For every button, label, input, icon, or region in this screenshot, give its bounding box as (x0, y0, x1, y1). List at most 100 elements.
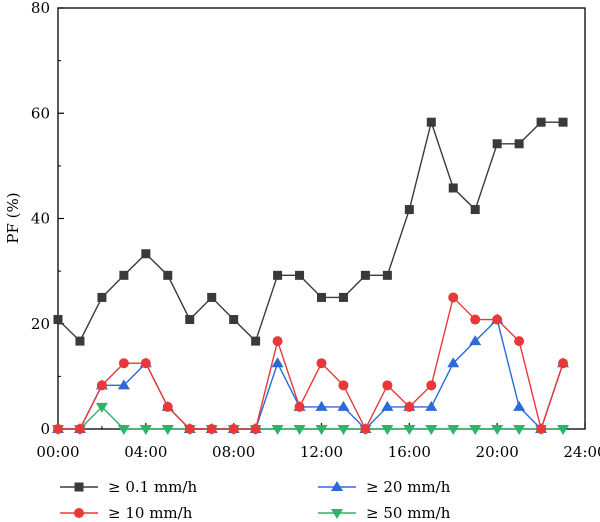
data-point (492, 139, 502, 149)
data-point (74, 424, 85, 434)
data-point (95, 402, 108, 413)
data-point (295, 270, 305, 280)
series (52, 402, 570, 435)
data-point (293, 425, 306, 435)
series-line (58, 405, 564, 430)
data-point (360, 270, 370, 280)
data-point (557, 425, 570, 435)
legend-label: ≥ 10 mm/h (108, 504, 193, 522)
data-point (206, 424, 217, 434)
data-point (139, 425, 152, 435)
data-point (185, 315, 195, 325)
series-line (57, 119, 564, 343)
data-point (117, 425, 130, 435)
legend-label: ≥ 50 mm/h (366, 504, 451, 522)
data-point (53, 315, 63, 325)
y-tick-label: 60 (31, 104, 50, 122)
data-point (425, 425, 438, 435)
data-point (162, 401, 173, 412)
x-tick-label: 16:00 (388, 443, 431, 461)
legend-entry: ≥ 20 mm/h (318, 478, 451, 496)
data-point (117, 379, 130, 390)
y-tick-label: 80 (31, 0, 50, 17)
data-point (337, 425, 350, 435)
data-point (513, 425, 526, 435)
legend: ≥ 0.1 mm/h ≥ 10 mm/h ≥ 20 mm/h ≥ 50 mm/h (60, 478, 451, 522)
data-point (426, 380, 437, 391)
data-point (425, 400, 438, 411)
data-point (119, 270, 129, 280)
data-point (470, 314, 481, 325)
data-point (448, 183, 458, 193)
data-point (469, 335, 482, 346)
legend-entry: ≥ 50 mm/h (318, 504, 451, 522)
data-point (251, 336, 261, 346)
data-point (558, 358, 569, 369)
data-point (470, 205, 480, 215)
data-point (294, 401, 305, 412)
data-point (360, 424, 371, 434)
data-point (75, 336, 85, 346)
data-point (492, 314, 503, 325)
y-tick-label: 40 (31, 210, 50, 228)
data-point (337, 400, 350, 411)
data-point (184, 424, 195, 434)
data-point (558, 117, 568, 127)
data-point (316, 358, 327, 369)
y-axis-title: PF (%) (4, 192, 22, 243)
data-point (271, 357, 284, 368)
data-point (140, 358, 151, 369)
y-tick-label: 0 (40, 420, 50, 438)
series (52, 313, 570, 433)
data-point (271, 425, 284, 435)
data-point (491, 425, 504, 435)
data-point (514, 336, 525, 347)
data-point (317, 292, 326, 302)
data-point (273, 270, 283, 280)
data-point (382, 380, 393, 391)
legend-label: ≥ 0.1 mm/h (108, 478, 197, 496)
data-point (272, 336, 283, 347)
data-point (338, 292, 348, 302)
data-point (97, 292, 107, 302)
data-point (536, 424, 547, 434)
data-point (118, 358, 129, 369)
data-point (338, 380, 349, 391)
x-tick-label: 00:00 (36, 443, 79, 461)
data-point (469, 425, 482, 435)
data-point (96, 380, 107, 391)
x-tick-label: 24:00 (563, 443, 600, 461)
series-layer (52, 117, 570, 435)
data-point (382, 270, 392, 280)
data-point (448, 292, 459, 303)
legend-entry: ≥ 0.1 mm/h (60, 478, 197, 496)
x-tick-label: 20:00 (476, 443, 519, 461)
data-point (315, 400, 328, 411)
data-point (403, 425, 416, 435)
data-point (514, 139, 524, 149)
data-point (250, 424, 261, 434)
data-point (426, 117, 436, 127)
legend-marker (331, 509, 343, 519)
x-tick-label: 04:00 (124, 443, 167, 461)
data-point (229, 315, 239, 325)
data-point (228, 424, 239, 434)
data-point (163, 270, 173, 280)
series-line (58, 318, 564, 431)
data-point (513, 400, 526, 411)
data-point (447, 357, 460, 368)
data-point (381, 425, 394, 435)
data-point (447, 425, 460, 435)
series (53, 117, 568, 346)
series-line (58, 296, 564, 432)
data-point (404, 401, 415, 412)
data-point (536, 117, 546, 127)
legend-marker (331, 481, 343, 491)
x-tick-label: 12:00 (300, 443, 343, 461)
legend-marker (74, 482, 84, 492)
legend-entry: ≥ 10 mm/h (60, 504, 193, 522)
series (53, 292, 569, 434)
legend-marker (74, 508, 84, 518)
data-point (161, 425, 174, 435)
y-tick-label: 20 (31, 315, 50, 333)
